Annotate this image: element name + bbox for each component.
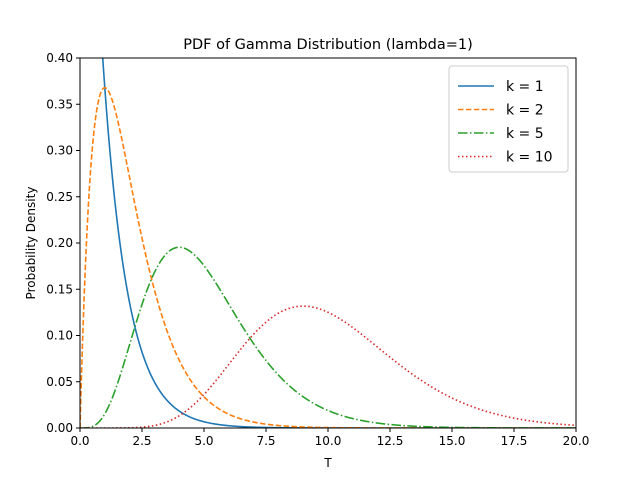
x-tick-label: 17.5 xyxy=(501,434,528,448)
x-axis: 0.0 2.5 5.0 7.5 10.0 12.5 15.0 17.5 20.0 xyxy=(70,428,589,448)
y-tick-label: 0.40 xyxy=(46,51,73,65)
series-line-k5 xyxy=(80,246,576,428)
series-line-k1 xyxy=(101,58,576,428)
y-axis: 0.00 0.05 0.10 0.15 0.20 0.25 0.30 0.35 0.40 xyxy=(46,51,80,435)
legend: k = 1 k = 2 k = 5 k = 10 xyxy=(448,65,569,173)
x-tick-label: 5.0 xyxy=(194,434,213,448)
legend-label-k10: k = 10 xyxy=(506,150,553,166)
y-tick-label: 0.25 xyxy=(46,190,73,204)
series-line-k10 xyxy=(80,305,576,428)
legend-frame xyxy=(448,65,569,173)
legend-label-k1: k = 1 xyxy=(506,79,544,95)
x-tick-label: 7.5 xyxy=(256,434,275,448)
y-tick-label: 0.00 xyxy=(46,421,73,435)
x-axis-label: T xyxy=(323,456,332,470)
y-tick-label: 0.10 xyxy=(46,329,73,343)
x-tick-label: 12.5 xyxy=(377,434,404,448)
series-layer xyxy=(80,58,576,428)
x-tick-label: 20.0 xyxy=(563,434,590,448)
chart-title: PDF of Gamma Distribution (lambda=1) xyxy=(183,37,473,53)
y-tick-label: 0.05 xyxy=(46,375,73,389)
legend-label-k5: k = 5 xyxy=(506,126,544,142)
x-tick-label: 0.0 xyxy=(70,434,89,448)
y-tick-label: 0.30 xyxy=(46,144,73,158)
x-tick-label: 10.0 xyxy=(315,434,342,448)
legend-label-k2: k = 2 xyxy=(506,103,544,119)
y-axis-label: Probability Density xyxy=(24,187,38,300)
x-tick-label: 2.5 xyxy=(132,434,151,448)
y-tick-label: 0.35 xyxy=(46,97,73,111)
y-tick-label: 0.15 xyxy=(46,282,73,296)
x-tick-label: 15.0 xyxy=(439,434,466,448)
y-tick-label: 0.20 xyxy=(46,236,73,250)
